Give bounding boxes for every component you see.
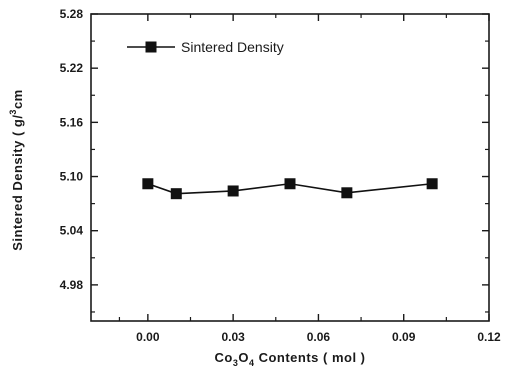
y-axis-title-main: Sintered Density ( g/ [10,115,25,251]
x-tick-label: 0.06 [307,330,331,344]
data-point [227,185,239,197]
data-point [170,188,182,200]
data-point [284,178,296,190]
plot-frame [90,13,490,322]
legend-marker [145,41,157,53]
legend-label: Sintered Density [181,39,284,55]
series-layer [142,178,438,200]
x-tick-label: 0.09 [392,330,416,344]
y-tick-label: 4.98 [60,278,84,292]
x-axis-title-rest: Contents ( mol ) [254,350,365,365]
x-axis-ticks: 0.00 0.03 0.06 0.09 0.12 [118,14,501,344]
y-tick-label: 5.10 [60,170,84,184]
y-axis-title-sup-3: 3 [8,109,18,115]
y-axis-ticks: 4.98 5.04 5.10 5.16 5.22 5.28 [60,7,489,313]
x-tick-label: 0.12 [477,330,501,344]
y-tick-label: 5.28 [60,7,84,21]
data-point [426,178,438,190]
x-axis-title: Co3O4 Contents ( mol ) [214,350,365,368]
data-point [341,187,353,199]
y-tick-label: 5.16 [60,115,84,129]
y-tick-label: 5.04 [60,224,84,238]
x-tick-label: 0.00 [136,330,160,344]
x-tick-label: 0.03 [221,330,245,344]
y-tick-label: 5.22 [60,61,84,75]
y-axis-title-unit: cm [10,89,25,109]
x-axis-title-sub-3: 3 [233,358,239,368]
y-axis-title: Sintered Density ( g/3cm [8,89,25,251]
x-axis-title-o: O [238,350,249,365]
x-axis-title-co: Co [214,350,232,365]
data-point [142,178,154,190]
x-axis-title-sub-4: 4 [249,358,255,368]
legend: Sintered Density [127,39,284,55]
